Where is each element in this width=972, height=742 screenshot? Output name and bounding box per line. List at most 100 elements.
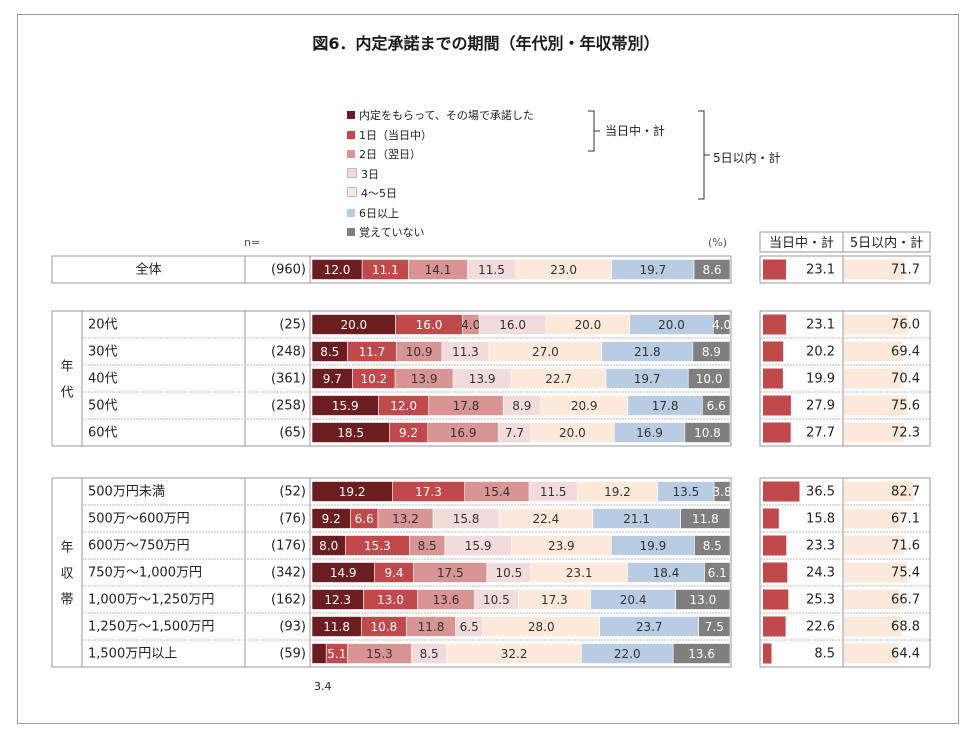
legend-item: 6日以上 bbox=[347, 206, 399, 222]
within5-bar bbox=[844, 341, 903, 362]
segment-label: 10.8 bbox=[694, 426, 721, 440]
row-label: 30代 bbox=[88, 345, 118, 360]
row-n: (162) bbox=[271, 593, 306, 608]
segment-label: 22.0 bbox=[614, 647, 641, 661]
segment-label: 20.0 bbox=[658, 318, 685, 332]
segment-label: 20.4 bbox=[620, 593, 647, 607]
same-day-bar bbox=[763, 589, 789, 610]
segment-label: 15.8 bbox=[453, 512, 480, 526]
same-day-bar bbox=[763, 535, 787, 556]
row-label: 500万〜600万円 bbox=[88, 512, 190, 527]
within5-value: 76.0 bbox=[891, 318, 920, 333]
segment-label: 27.0 bbox=[532, 345, 559, 359]
segment-label: 21.8 bbox=[634, 345, 661, 359]
row-n: (258) bbox=[271, 399, 306, 414]
within5-value: 67.1 bbox=[891, 512, 920, 527]
same-day-value: 25.3 bbox=[806, 593, 835, 608]
row-label: 1,250万〜1,500万円 bbox=[88, 620, 214, 635]
summary-header-within5: 5日以内・計 bbox=[850, 235, 923, 251]
within5-value: 75.6 bbox=[891, 399, 920, 414]
segment-label: 15.3 bbox=[366, 647, 393, 661]
row-label: 全体 bbox=[135, 262, 161, 278]
bar-segment bbox=[702, 395, 731, 416]
legend-item: 1日（当日中） bbox=[347, 128, 432, 144]
same-day-value: 15.8 bbox=[806, 512, 835, 527]
segment-label: 11.3 bbox=[452, 345, 479, 359]
within5-bar bbox=[844, 508, 901, 529]
bar-segment bbox=[694, 535, 731, 556]
within5-bar bbox=[844, 535, 905, 556]
segment-label: 8.5 bbox=[418, 539, 437, 553]
segment-label: 9.4 bbox=[384, 566, 403, 580]
row-label: 600万〜750万円 bbox=[88, 539, 190, 554]
segment-label: 11.7 bbox=[359, 345, 386, 359]
segment-label: 8.9 bbox=[702, 345, 721, 359]
legend-swatch bbox=[347, 187, 357, 197]
segment-label: 12.0 bbox=[390, 399, 417, 413]
segment-label: 8.6 bbox=[702, 263, 721, 277]
legend-swatch bbox=[347, 111, 355, 119]
segment-label: 13.5 bbox=[672, 485, 699, 499]
segment-label: 6.1 bbox=[708, 566, 727, 580]
segment-label: 21.1 bbox=[623, 512, 650, 526]
within5-value: 64.4 bbox=[891, 647, 920, 662]
legend-label: 3日 bbox=[361, 167, 379, 181]
group-label: 代 bbox=[60, 386, 73, 401]
same-day-value: 20.2 bbox=[806, 345, 835, 360]
legend-item: 2日（翌日） bbox=[347, 147, 421, 163]
legend-swatch bbox=[347, 150, 355, 158]
segment-label: 15.9 bbox=[465, 539, 492, 553]
chart-frame bbox=[17, 14, 959, 724]
within5-bar bbox=[844, 422, 905, 443]
segment-label: 3.8 bbox=[713, 485, 732, 499]
segment-label: 17.8 bbox=[453, 399, 480, 413]
segment-label: 17.5 bbox=[437, 566, 464, 580]
segment-label: 10.5 bbox=[496, 566, 523, 580]
row-label: 1,500万円以上 bbox=[88, 647, 177, 662]
row-label: 20代 bbox=[88, 318, 118, 333]
same-day-value: 23.1 bbox=[806, 318, 835, 333]
legend-label: 1日（当日中） bbox=[359, 128, 432, 142]
legend-swatch bbox=[347, 167, 357, 178]
legend-label: 2日（翌日） bbox=[359, 148, 421, 161]
same-day-bar bbox=[763, 616, 786, 637]
legend-label: 覚えていない bbox=[359, 226, 425, 239]
legend-item: 覚えていない bbox=[347, 225, 424, 241]
same-day-value: 23.3 bbox=[806, 539, 835, 554]
same-day-value: 27.7 bbox=[806, 426, 835, 441]
same-day-bar bbox=[763, 643, 772, 664]
segment-label: 14.9 bbox=[330, 566, 357, 580]
segment-label: 8.9 bbox=[512, 399, 531, 413]
legend-label: 6日以上 bbox=[359, 206, 399, 220]
summary-header-same-day: 当日中・計 bbox=[769, 235, 834, 251]
segment-label: 19.7 bbox=[634, 372, 661, 386]
within5-bar bbox=[844, 589, 901, 610]
segment-label: 8.5 bbox=[320, 345, 339, 359]
segment-label: 13.2 bbox=[392, 512, 419, 526]
segment-label: 20.0 bbox=[340, 318, 367, 332]
row-n: (65) bbox=[279, 426, 306, 441]
within5-value: 68.8 bbox=[891, 620, 920, 635]
within5-value: 66.7 bbox=[891, 593, 920, 608]
segment-label: 15.4 bbox=[484, 485, 511, 499]
table-block bbox=[51, 477, 732, 668]
segment-label: 14.1 bbox=[425, 263, 452, 277]
summary-header-box bbox=[842, 231, 931, 253]
row-n: (248) bbox=[271, 345, 306, 360]
within5-value: 75.4 bbox=[891, 566, 920, 581]
bar-segment bbox=[704, 562, 731, 583]
segment-label: 10.0 bbox=[696, 372, 723, 386]
footnote-value: 3.4 bbox=[314, 680, 332, 693]
segment-label: 20.0 bbox=[575, 318, 602, 332]
segment-label: 12.0 bbox=[324, 263, 351, 277]
same-day-value: 23.1 bbox=[806, 263, 835, 278]
segment-label: 16.9 bbox=[450, 426, 477, 440]
within5-bar bbox=[844, 616, 902, 637]
segment-label: 16.0 bbox=[499, 318, 526, 332]
segment-label: 23.1 bbox=[566, 566, 593, 580]
legend-label: 内定をもらって、その場で承諾した bbox=[359, 109, 534, 122]
row-label: 750万〜1,000万円 bbox=[88, 566, 202, 581]
summary-block bbox=[759, 255, 931, 284]
bar-segment bbox=[712, 314, 731, 335]
row-n: (960) bbox=[271, 263, 306, 278]
